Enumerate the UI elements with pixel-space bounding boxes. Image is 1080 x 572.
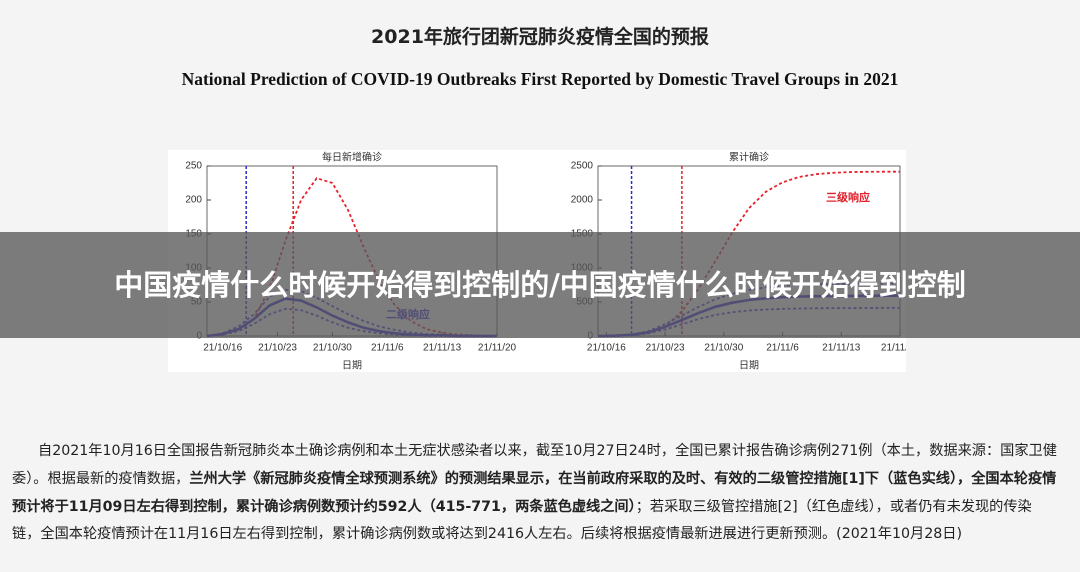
x-tick-label: 21/11/13 xyxy=(423,343,462,354)
paragraph-segment: 兰州大学《新冠肺炎疫情全球预测系统》的预测结果显示，在当前政府采取的及时、有效的… xyxy=(12,470,1057,515)
y-tick-label: 250 xyxy=(185,161,202,172)
x-tick-label: 21/10/16 xyxy=(587,343,626,354)
annotation: 三级响应 xyxy=(826,190,870,204)
x-tick-label: 21/10/16 xyxy=(203,343,242,354)
x-axis-label: 日期 xyxy=(739,360,759,372)
x-tick-label: 21/10/30 xyxy=(704,343,743,354)
paragraph-segment: ；若采取三级管控措施[2]（红色虚线），或者仍有未发现的传染链，全国本轮疫情预计… xyxy=(12,498,1032,543)
x-tick-label: 21/10/30 xyxy=(313,343,352,354)
y-tick-label: 2500 xyxy=(571,161,594,172)
y-tick-label: 2000 xyxy=(571,195,594,206)
page-title: 2021年旅行团新冠肺炎疫情全国的预报 xyxy=(371,26,709,48)
banner: 中国疫情什么时候开始得到控制的/中国疫情什么时候开始得到控制 xyxy=(0,232,1080,338)
x-tick-label: 21/11/13 xyxy=(822,343,861,354)
x-tick-label: 21/11/20 xyxy=(881,343,906,354)
x-tick-label: 21/11/6 xyxy=(766,343,799,354)
y-tick-label: 200 xyxy=(185,195,202,206)
x-tick-label: 21/10/23 xyxy=(646,343,685,354)
page-subtitle: National Prediction of COVID-19 Outbreak… xyxy=(181,69,899,89)
chart-title: 每日新增确诊 xyxy=(322,151,382,164)
series-line xyxy=(597,170,900,337)
paragraph: 自2021年10月16日全国报告新冠肺炎本土确诊病例和本土无症状感染者以来，截至… xyxy=(12,438,1058,549)
chart-title: 累计确诊 xyxy=(729,151,769,164)
x-axis-label: 日期 xyxy=(342,360,362,372)
banner-text: 中国疫情什么时候开始得到控制的/中国疫情什么时候开始得到控制 xyxy=(114,268,966,302)
x-tick-label: 21/11/20 xyxy=(478,343,517,354)
paragraph-segment: 自2021年10月16日全国报告新冠肺炎本土确诊病例和本土无症状感染者以来，截至… xyxy=(12,443,1057,487)
x-tick-label: 21/11/6 xyxy=(371,343,404,354)
x-tick-label: 21/10/23 xyxy=(258,343,297,354)
